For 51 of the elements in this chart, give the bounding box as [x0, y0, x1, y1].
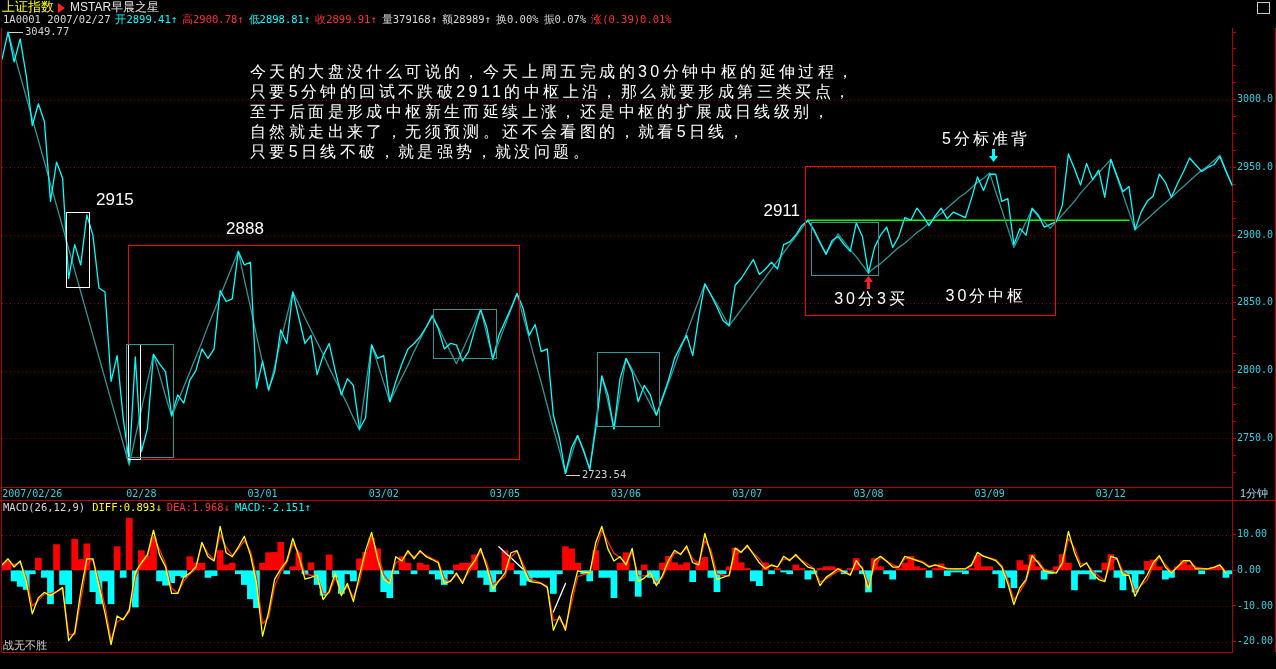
annotation: 30分3买: [834, 290, 908, 308]
annotation: 5分标准背: [942, 130, 1030, 148]
x-tick-label: 03/09: [974, 487, 1005, 499]
annotation: 战无不胜: [3, 638, 47, 651]
x-tick-label: 03/12: [1095, 487, 1126, 499]
text: 涨(0.39)0.01%: [591, 12, 673, 25]
x-tick-label: 2007/02/26: [2, 487, 63, 499]
annotation: 2915: [96, 190, 134, 210]
annotation: 至于后面是形成中枢新生而延续上涨，还是中枢的扩展成日线级别，: [250, 103, 832, 121]
y-tick-label: 2900.0: [1237, 228, 1274, 240]
text: 低2898.81↑: [248, 12, 311, 25]
text: 高2900.78↑: [182, 12, 244, 25]
annotation: 自然就走出来了，无须预测。还不会看图的，就看5日线，: [250, 123, 748, 141]
annotation: 只要5日线不破，就是强势，就没问题。: [250, 143, 593, 161]
text: 额28989↑: [442, 12, 491, 25]
y-tick-label: 2950.0: [1237, 161, 1274, 173]
y-tick-label: 2750.0: [1237, 431, 1274, 443]
annotation: DEA:1.968↓: [166, 500, 230, 513]
annotation: 今天的大盘没什么可说的，今天上周五完成的30分钟中枢的延伸过程，: [250, 63, 857, 81]
y-tick-label: 2800.0: [1237, 364, 1274, 376]
annotation: DIFF:0.893↓: [92, 500, 162, 513]
text: 换0.00%: [495, 12, 540, 25]
text: 收2899.91↑: [315, 12, 377, 25]
y-tick-label: 2850.0: [1237, 296, 1274, 308]
text: 开2899.41↑: [115, 12, 178, 25]
annotation: 2888: [226, 219, 264, 239]
annotation: 30分中枢: [945, 287, 1027, 305]
chart-title: MACD(26,12,9): [3, 500, 86, 513]
annotation: MACD:-2.151↑: [234, 500, 311, 513]
text: 量379168↑: [381, 12, 438, 25]
x-tick-label: 02/28: [126, 487, 157, 499]
y-tick-label: -20.00: [1237, 635, 1274, 647]
x-tick-label: 03/02: [368, 487, 399, 499]
text: 1A0001 2007/02/27: [3, 12, 111, 25]
text: 振0.07%: [543, 12, 587, 25]
x-tick-label: 03/06: [611, 487, 642, 499]
annotation: 3049.77: [25, 24, 70, 37]
x-axis-title: 1分钟: [1239, 487, 1269, 500]
annotation: 只要5分钟的回试不跌破2911的中枢上沿，那么就要形成第三类买点，: [250, 83, 854, 101]
chart-title: 上证指数: [2, 0, 54, 15]
x-tick-label: 03/07: [732, 487, 763, 499]
x-tick-label: 03/08: [853, 487, 884, 499]
chart-subtitle: MSTAR早晨之星: [70, 0, 160, 15]
annotation: 2911: [763, 201, 800, 221]
annotation: 2723.54: [582, 467, 627, 480]
y-tick-label: 0.00: [1237, 563, 1262, 575]
x-tick-label: 03/01: [247, 487, 278, 499]
y-tick-label: -10.00: [1237, 599, 1274, 611]
x-tick-label: 03/05: [489, 487, 520, 499]
y-tick-label: 10.00: [1237, 528, 1268, 540]
y-tick-label: 3000.0: [1237, 93, 1274, 105]
